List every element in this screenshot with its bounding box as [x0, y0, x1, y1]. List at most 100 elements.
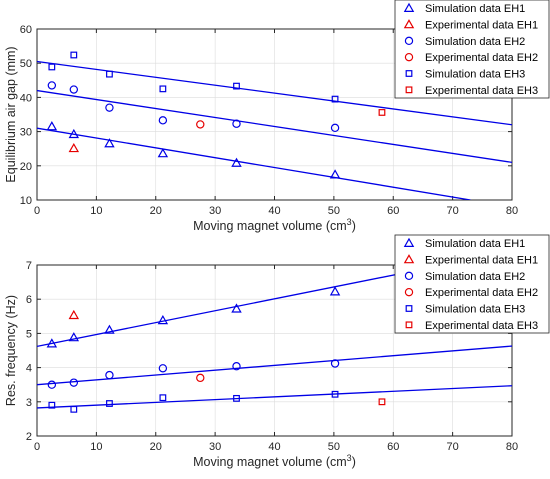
data-point	[68, 309, 80, 320]
fit-line-eh1	[37, 127, 471, 200]
y-tick-label: 30	[20, 127, 32, 139]
x-tick-label: 30	[209, 205, 221, 217]
data-point	[232, 362, 241, 371]
x-tick-label: 20	[150, 441, 162, 453]
legend-box	[394, 234, 550, 334]
legend-marker	[404, 271, 414, 281]
legend-marker	[405, 305, 413, 312]
data-point	[158, 364, 168, 373]
legend-label: Simulation data EH2	[425, 36, 525, 48]
data-point	[157, 314, 169, 325]
data-point	[158, 116, 168, 125]
x-axis-label: Moving magnet volume (cm3)	[193, 217, 356, 233]
data-point	[106, 400, 113, 407]
legend: Simulation data EH1 Experimental data EH1…	[394, 0, 550, 99]
data-point	[233, 394, 240, 402]
data-point	[69, 85, 79, 94]
data-point	[196, 120, 205, 129]
legend-marker	[404, 36, 414, 46]
series-simulation-data-eh1	[46, 286, 341, 348]
series-experimental-data-eh3	[378, 109, 386, 116]
series-experimental-data-eh2	[196, 120, 205, 129]
data-point	[159, 394, 167, 402]
series-experimental-data-eh1	[68, 309, 80, 320]
y-tick-label: 10	[20, 195, 32, 207]
data-point	[105, 103, 114, 112]
data-point	[70, 51, 78, 59]
x-tick-label: 40	[268, 441, 280, 453]
y-tick-label: 7	[26, 260, 32, 272]
fit-line-eh2	[37, 89, 512, 164]
fit-line-eh3	[37, 60, 512, 126]
legend-label: Experimental data EH3	[425, 85, 538, 97]
legend-box	[394, 0, 550, 99]
x-tick-label: 70	[447, 205, 459, 217]
legend-marker	[405, 70, 413, 77]
y-tick-label: 6	[26, 294, 32, 306]
legend-label: Experimental data EH3	[425, 320, 538, 332]
legend-label: Experimental data EH1	[425, 20, 538, 32]
series-simulation-data-eh3	[48, 51, 339, 103]
chart-panel-2: 0 10 20 30 40 50 60 70 80 2 3 4 5 6 7 Moving magnet vol…	[4, 234, 550, 469]
y-tick-label: 3	[26, 397, 32, 409]
x-axis-label: Moving magnet volume (cm3)	[193, 453, 356, 469]
x-tick-label: 20	[150, 205, 162, 217]
legend-label: Experimental data EH2	[425, 287, 538, 299]
series-simulation-data-eh1	[46, 121, 341, 179]
x-tick-label: 50	[328, 205, 340, 217]
y-tick-label: 40	[20, 92, 32, 104]
y-tick-label: 50	[20, 58, 32, 70]
data-point	[231, 157, 242, 167]
data-point	[68, 142, 80, 153]
y-axis-label: Equilibrium air gap (mm)	[4, 46, 18, 182]
x-tick-label: 70	[447, 441, 459, 453]
x-tick-label: 10	[90, 441, 102, 453]
fit-line-eh2	[37, 345, 512, 386]
x-tick-label: 40	[268, 205, 280, 217]
fit-line-eh3	[37, 385, 512, 409]
data-point	[231, 303, 242, 313]
legend: Simulation data EH1 Experimental data EH1…	[394, 234, 550, 334]
data-point	[330, 359, 340, 368]
x-tick-label: 50	[328, 441, 340, 453]
data-point	[329, 169, 341, 179]
legend-label: Simulation data EH2	[425, 271, 525, 283]
series-simulation-data-eh2	[47, 359, 340, 389]
legend-label: Simulation data EH1	[425, 3, 525, 15]
data-point	[331, 95, 339, 103]
legend-label: Simulation data EH3	[425, 304, 525, 316]
data-point	[196, 373, 205, 383]
data-point	[48, 63, 56, 71]
data-point	[68, 332, 80, 342]
data-point	[233, 82, 240, 90]
data-point	[47, 81, 57, 90]
legend-label: Experimental data EH2	[425, 52, 538, 64]
data-point	[378, 398, 386, 406]
legend-marker	[403, 254, 415, 264]
x-tick-label: 0	[34, 205, 40, 217]
x-tick-label: 30	[209, 441, 221, 453]
legend-label: Simulation data EH3	[425, 69, 525, 81]
legend-label: Simulation data EH1	[425, 238, 525, 250]
data-point	[378, 109, 386, 116]
data-point	[104, 324, 115, 334]
y-tick-label: 4	[26, 363, 32, 375]
series-experimental-data-eh3	[378, 398, 386, 406]
x-tick-label: 0	[34, 441, 40, 453]
y-tick-label: 60	[20, 24, 32, 36]
data-point	[159, 85, 167, 93]
data-point	[329, 286, 341, 296]
data-point	[106, 70, 113, 78]
legend-marker	[403, 2, 415, 12]
data-point	[46, 338, 58, 348]
x-tick-label: 60	[387, 441, 399, 453]
series-simulation-data-eh2	[47, 81, 340, 133]
data-point	[232, 119, 241, 128]
data-point	[68, 128, 80, 139]
data-point	[69, 378, 79, 387]
x-tick-label: 80	[506, 441, 518, 453]
x-tick-label: 60	[387, 205, 399, 217]
data-point	[47, 380, 57, 389]
